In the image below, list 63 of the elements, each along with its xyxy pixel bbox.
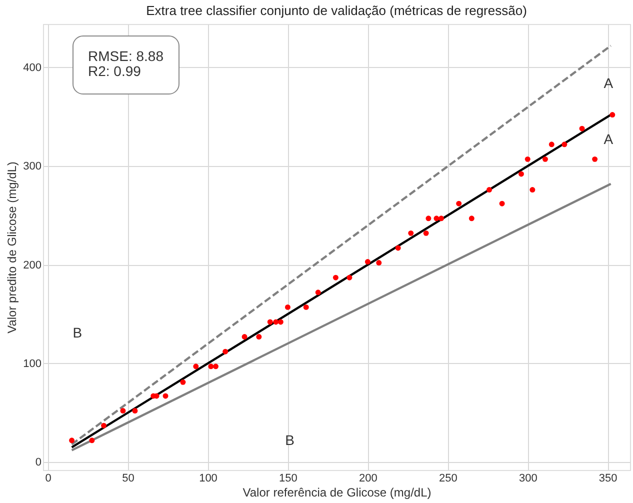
point — [579, 126, 585, 132]
x-tick-label: 200 — [359, 472, 378, 484]
point — [346, 274, 352, 280]
x-tick-label: 300 — [518, 472, 538, 484]
annotation: A — [604, 75, 614, 92]
annotation: RMSE: 8.88 R2: 0.99 — [88, 48, 164, 79]
point — [426, 216, 432, 222]
point — [89, 438, 95, 444]
point — [162, 393, 168, 399]
point — [524, 156, 530, 162]
point — [562, 142, 568, 148]
point — [213, 364, 218, 370]
point — [499, 200, 505, 206]
point — [456, 200, 462, 206]
annotation: A — [604, 131, 614, 148]
point — [486, 187, 492, 193]
point — [395, 245, 401, 251]
chart-title: Extra tree classifier conjunto de validação (métricas de regressão) — [146, 3, 527, 18]
point — [468, 216, 474, 222]
x-tick-label: 50 — [122, 472, 134, 484]
point — [548, 142, 554, 148]
x-axis-title: Valor referência de Glicose (mg/dL) — [242, 486, 432, 500]
point — [610, 112, 616, 118]
point — [376, 260, 382, 266]
point — [242, 334, 248, 340]
y-tick-label: 200 — [23, 259, 42, 272]
x-tick-label: 0 — [45, 472, 52, 484]
point — [193, 364, 199, 370]
y-axis-title: Valor predito de Glicose (mg/dL) — [5, 162, 20, 334]
point — [69, 438, 75, 444]
y-tick-label: 300 — [23, 160, 42, 173]
x-tick-label: 250 — [438, 472, 458, 484]
point — [180, 379, 186, 385]
point — [120, 408, 126, 414]
point — [542, 156, 548, 162]
point — [315, 290, 321, 296]
point — [222, 348, 228, 354]
point — [101, 422, 107, 428]
y-tick-label: 0 — [35, 456, 42, 469]
point — [208, 364, 214, 370]
point — [332, 274, 338, 280]
y-tick-label: 400 — [23, 62, 42, 74]
point — [434, 216, 440, 222]
point — [132, 408, 138, 414]
point — [408, 230, 414, 236]
point — [364, 259, 370, 265]
y-tick-label: 100 — [23, 358, 42, 370]
annotation: B — [72, 324, 82, 341]
point — [518, 171, 524, 177]
point — [278, 319, 284, 325]
annotation: B — [285, 432, 294, 448]
point — [267, 319, 273, 325]
point — [256, 334, 262, 340]
point — [303, 304, 309, 310]
point — [592, 156, 598, 162]
point — [284, 304, 290, 310]
point — [438, 216, 444, 222]
x-tick-label: 100 — [199, 472, 218, 484]
x-tick-label: 150 — [279, 472, 298, 484]
x-tick-label: 350 — [598, 472, 618, 484]
point — [423, 230, 429, 236]
point — [273, 319, 279, 325]
point — [530, 187, 536, 193]
